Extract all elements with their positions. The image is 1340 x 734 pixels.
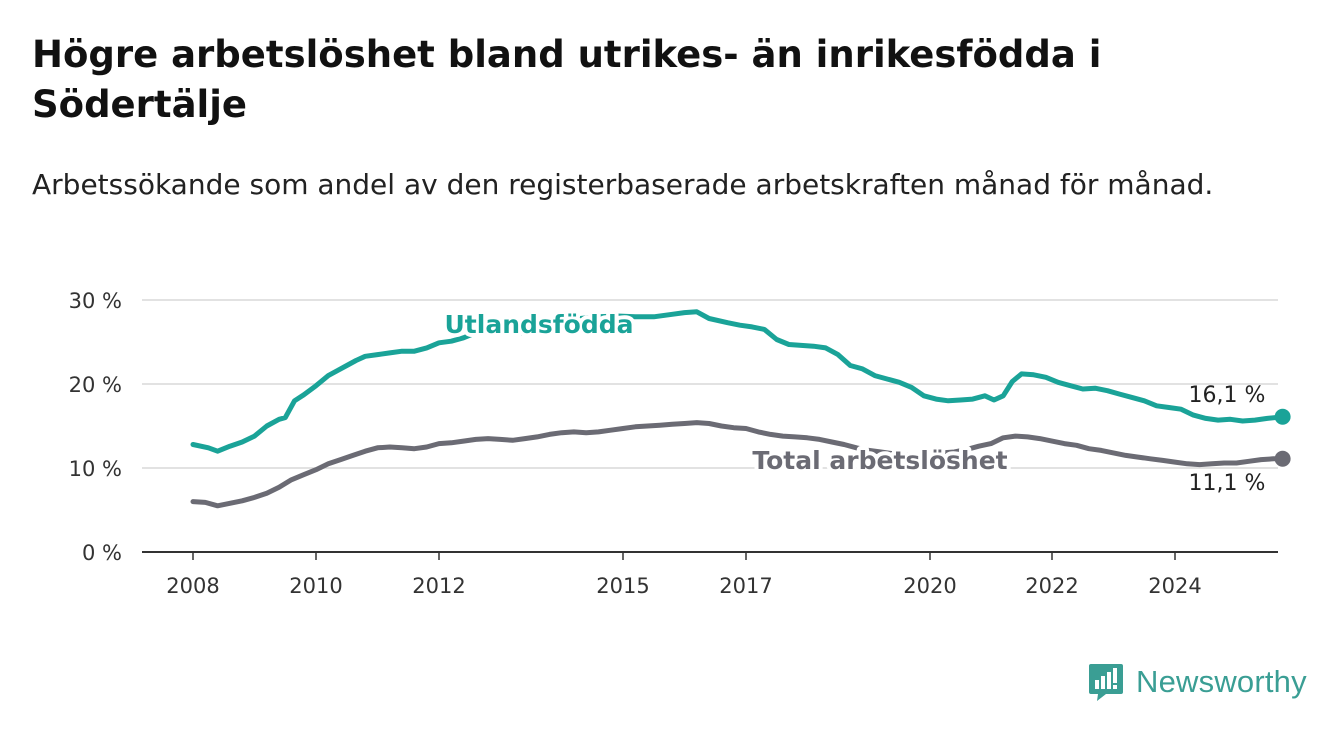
x-tick-label: 2020 bbox=[903, 574, 956, 598]
x-tick-label: 2008 bbox=[166, 574, 219, 598]
end-marker-total bbox=[1274, 450, 1291, 467]
series-label-total-halo: Total arbetslöshet bbox=[752, 446, 1007, 475]
end-value-label-total: 11,1 % bbox=[1189, 471, 1266, 496]
series-line-total bbox=[190, 420, 1286, 509]
x-tick-label: 2012 bbox=[412, 574, 465, 598]
chart-title: Högre arbetslöshet bland utrikes- än inr… bbox=[32, 33, 1102, 126]
end-marker-utlandsfodda bbox=[1274, 408, 1291, 425]
series-label-total: Total arbetslöshet bbox=[752, 446, 1007, 475]
series-label-utlandsfodda-halo: Utlandsfödda bbox=[445, 310, 634, 339]
x-tick-label: 2010 bbox=[289, 574, 342, 598]
newsworthy-logo: Newsworthy bbox=[1088, 660, 1307, 704]
end-value-label-utlandsfodda: 16,1 % bbox=[1189, 383, 1266, 408]
x-tick-label: 2017 bbox=[719, 574, 772, 598]
brand-name: Newsworthy bbox=[1136, 664, 1307, 699]
y-tick-label: 0 % bbox=[82, 541, 122, 565]
y-tick-label: 30 % bbox=[69, 289, 122, 313]
series-label-utlandsfodda: Utlandsfödda bbox=[445, 310, 634, 339]
bar-chart-chat-icon bbox=[1089, 664, 1123, 701]
x-tick-label: 2022 bbox=[1025, 574, 1078, 598]
y-tick-label: 20 % bbox=[69, 373, 122, 397]
x-tick-label: 2015 bbox=[596, 574, 649, 598]
x-tick-label: 2024 bbox=[1148, 574, 1201, 598]
series-line-utlandsfodda bbox=[190, 309, 1286, 454]
y-tick-label: 10 % bbox=[69, 457, 122, 481]
chart-subtitle: Arbetssökande som andel av den registerb… bbox=[32, 168, 1214, 201]
